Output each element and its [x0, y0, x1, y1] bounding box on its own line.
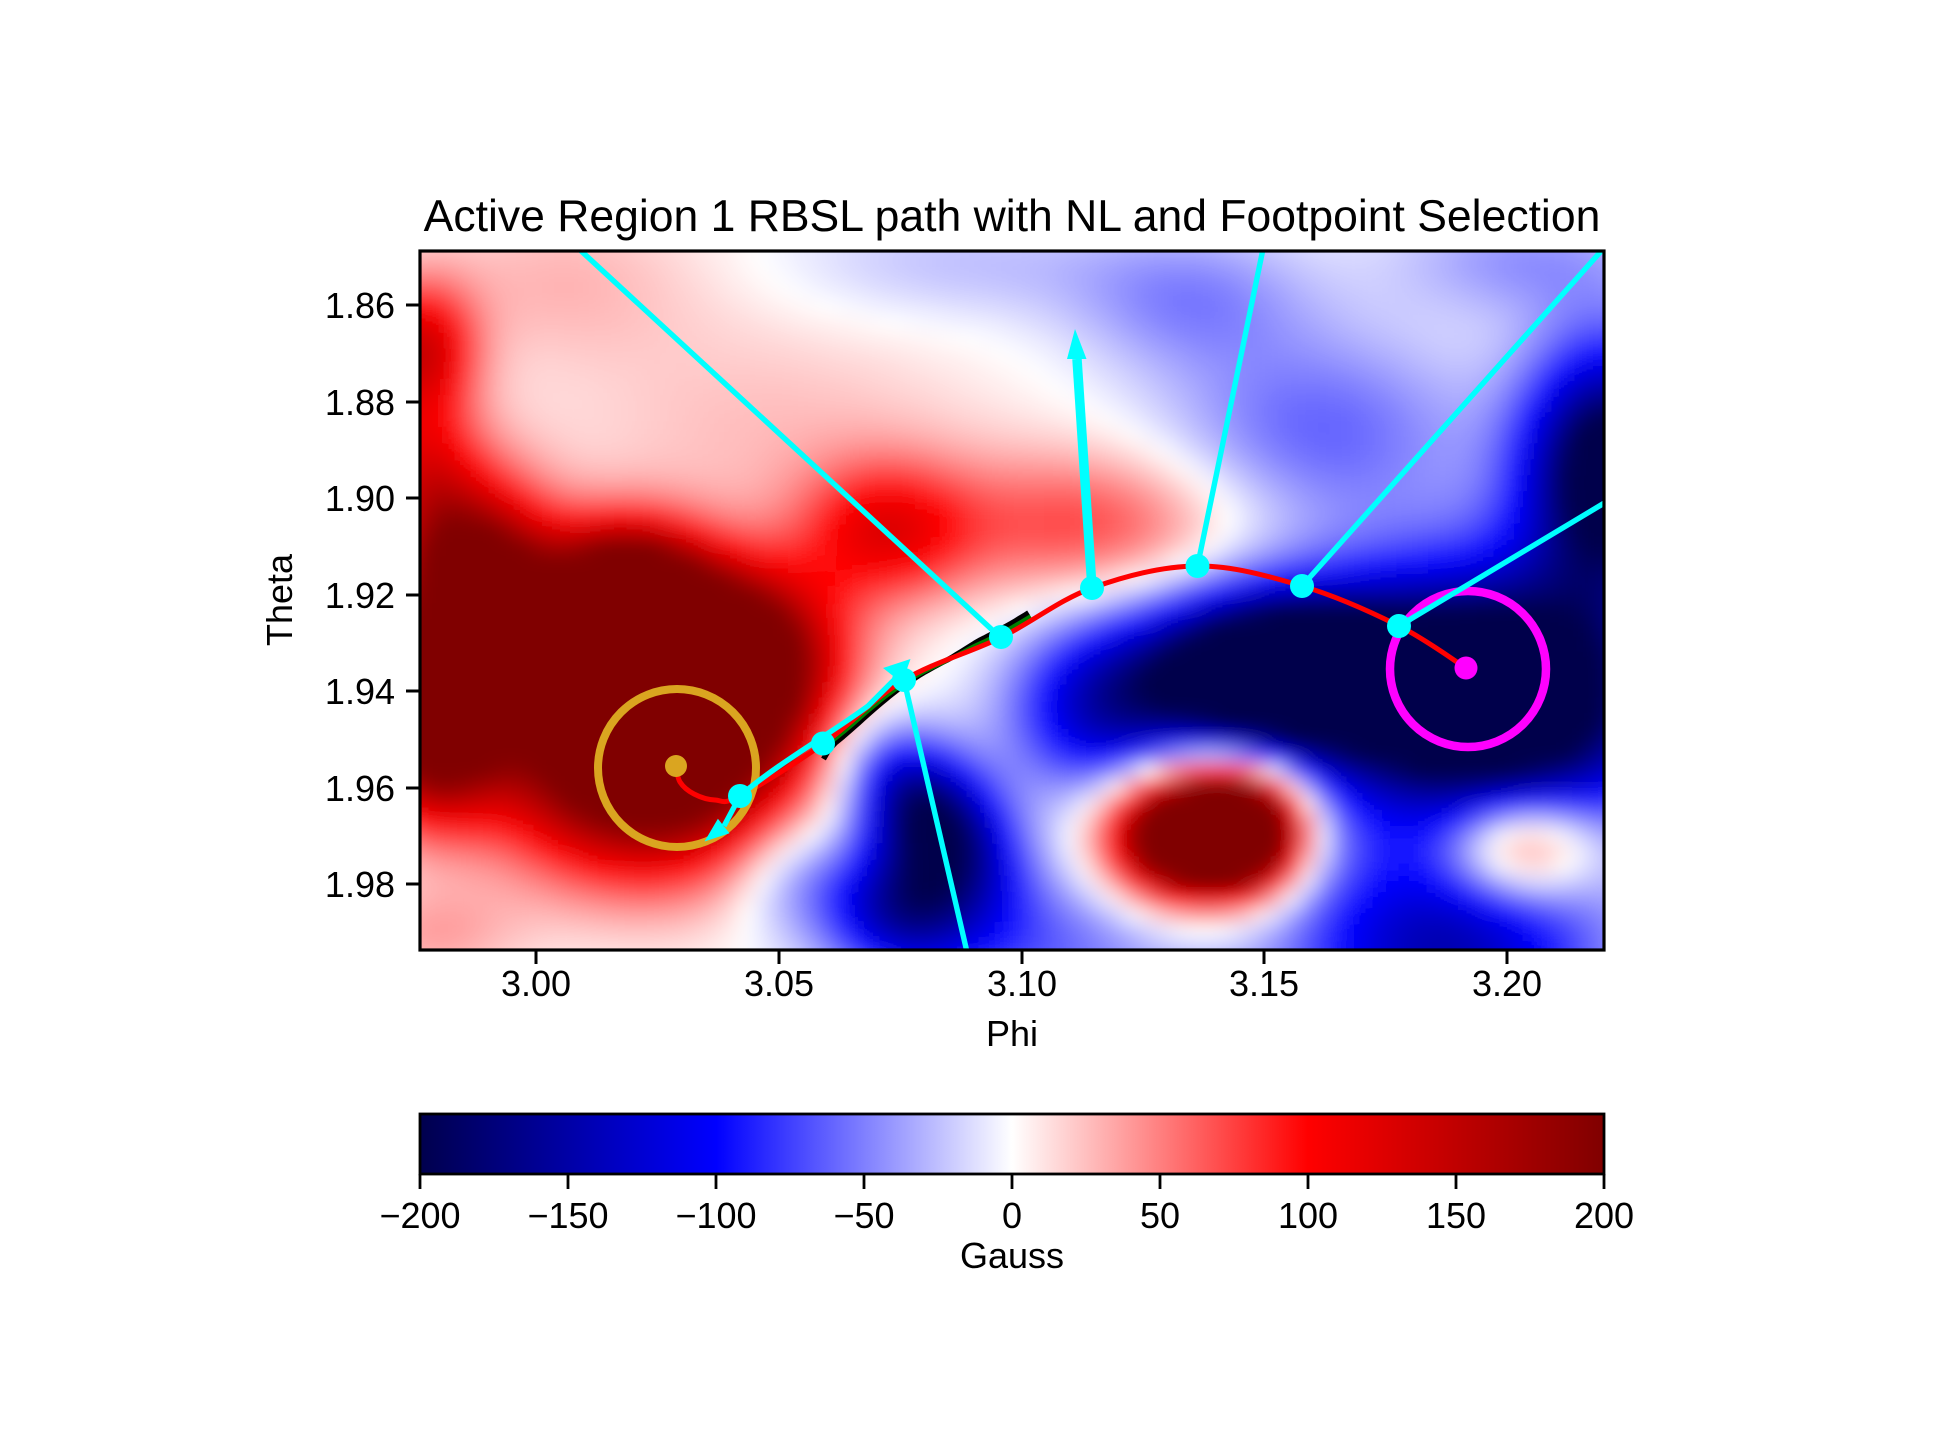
svg-text:−50: −50 [833, 1195, 894, 1236]
svg-text:−200: −200 [379, 1195, 460, 1236]
svg-text:3.05: 3.05 [744, 963, 814, 1004]
svg-text:3.15: 3.15 [1229, 963, 1299, 1004]
svg-text:1.94: 1.94 [325, 671, 395, 712]
svg-text:1.88: 1.88 [325, 382, 395, 423]
svg-text:Phi: Phi [986, 1013, 1038, 1054]
svg-text:100: 100 [1278, 1195, 1338, 1236]
svg-text:Active Region 1 RBSL path with: Active Region 1 RBSL path with NL and Fo… [424, 192, 1601, 241]
svg-text:1.96: 1.96 [325, 768, 395, 809]
svg-text:3.20: 3.20 [1472, 963, 1542, 1004]
svg-text:200: 200 [1574, 1195, 1634, 1236]
svg-text:Gauss: Gauss [960, 1235, 1064, 1276]
svg-text:1.90: 1.90 [325, 478, 395, 519]
svg-text:150: 150 [1426, 1195, 1486, 1236]
svg-text:−100: −100 [675, 1195, 756, 1236]
svg-text:50: 50 [1140, 1195, 1180, 1236]
svg-text:3.00: 3.00 [501, 963, 571, 1004]
svg-text:1.98: 1.98 [325, 864, 395, 905]
svg-text:Theta: Theta [259, 553, 300, 646]
svg-text:−150: −150 [527, 1195, 608, 1236]
svg-text:1.86: 1.86 [325, 285, 395, 326]
svg-text:1.92: 1.92 [325, 575, 395, 616]
svg-text:0: 0 [1002, 1195, 1022, 1236]
svg-text:3.10: 3.10 [987, 963, 1057, 1004]
